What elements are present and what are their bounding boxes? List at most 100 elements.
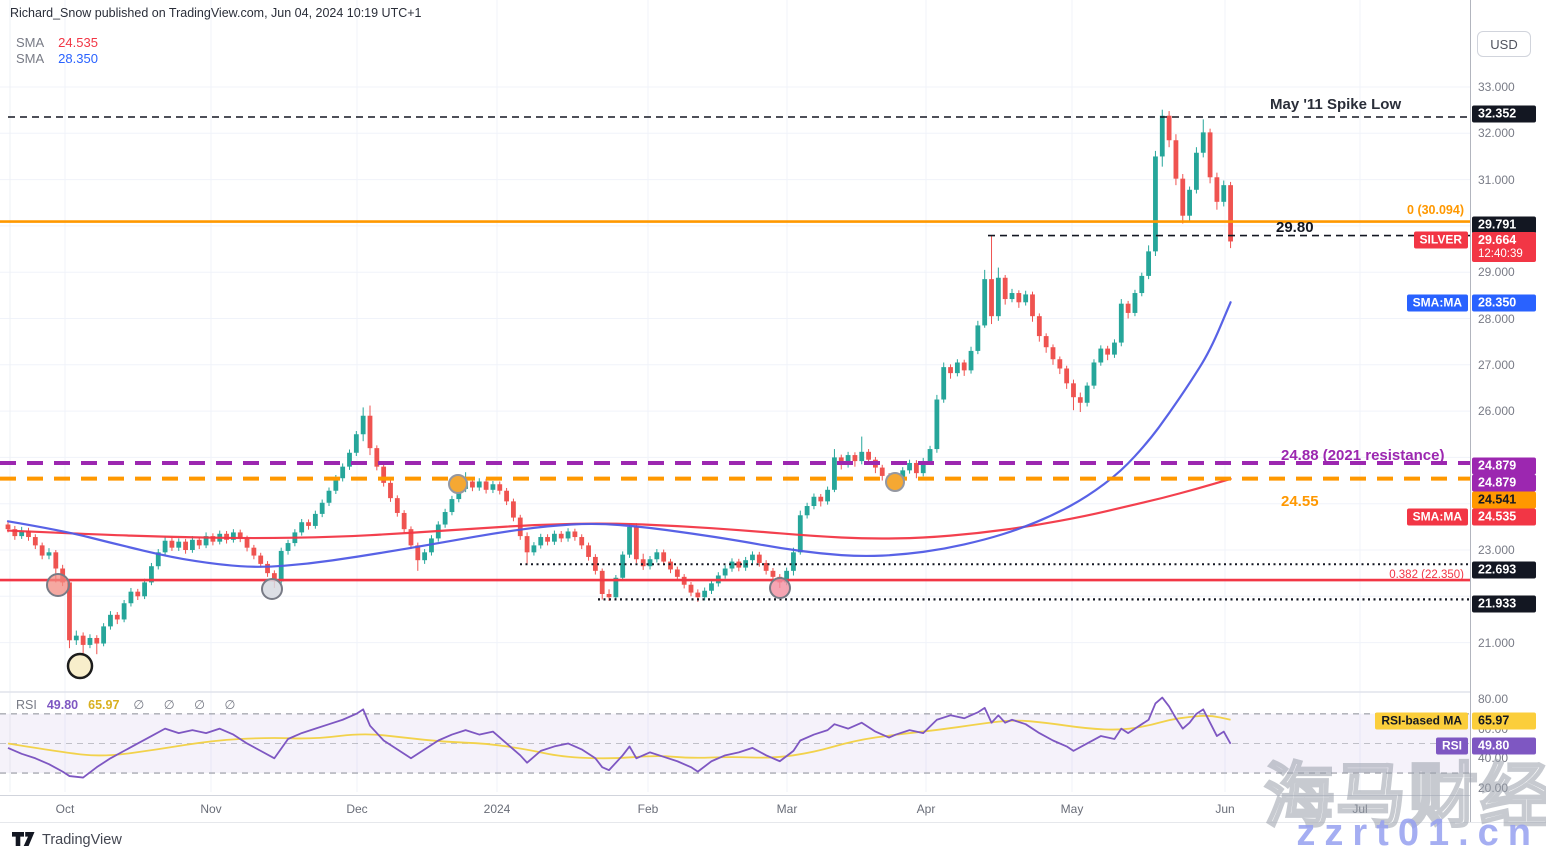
rsi-value: 49.80 bbox=[46, 698, 79, 712]
annotation-24-55[interactable]: 24.55 bbox=[1281, 493, 1319, 510]
candle-body bbox=[770, 570, 776, 577]
tradingview-logo[interactable]: TradingView bbox=[12, 832, 122, 848]
time-tick-apr: Apr bbox=[916, 802, 936, 816]
candle-body bbox=[1118, 303, 1124, 343]
candle-body bbox=[190, 539, 195, 550]
footer-bar: TradingView bbox=[0, 822, 1546, 858]
candle-body bbox=[299, 522, 305, 533]
candle-body bbox=[1214, 177, 1220, 202]
tradingview-brand-text: TradingView bbox=[42, 832, 122, 848]
candle-body bbox=[196, 539, 202, 546]
candle-body bbox=[1221, 185, 1227, 202]
rsi-empty-values: ∅ ∅ ∅ ∅ bbox=[133, 698, 244, 712]
candle-body bbox=[592, 556, 598, 571]
candle-body bbox=[852, 455, 858, 462]
candle-body bbox=[46, 552, 52, 556]
rsi-label: RSI bbox=[16, 698, 37, 712]
candle-body bbox=[941, 367, 947, 400]
series-tag-rsi-based-ma: RSI-based MA bbox=[1375, 712, 1468, 730]
event-circle-1[interactable] bbox=[46, 573, 70, 597]
series-tag-rsi: RSI bbox=[1435, 737, 1468, 755]
legend-sma-slow[interactable]: SMA 28.350 bbox=[16, 51, 98, 66]
event-circle-3[interactable] bbox=[261, 578, 283, 600]
candle-body bbox=[784, 570, 790, 583]
price-tick: 33.000 bbox=[1478, 80, 1515, 94]
rsi-line[interactable] bbox=[7, 696, 1232, 779]
annotation-fib-382[interactable]: 0.382 (22.350) bbox=[1389, 569, 1464, 581]
candle-body bbox=[210, 536, 216, 542]
candle-body bbox=[1146, 251, 1152, 276]
candle-body bbox=[1002, 277, 1008, 300]
sma-fast-value: 24.535 bbox=[58, 35, 98, 50]
chart-canvas[interactable]: May '11 Spike Low 0 (30.094) 29.80 24.88 (2… bbox=[0, 0, 1470, 795]
candle-body bbox=[832, 457, 837, 490]
event-circle-4[interactable] bbox=[448, 474, 468, 494]
candle-body bbox=[879, 467, 885, 476]
candle-body bbox=[1139, 275, 1145, 294]
time-tick-feb: Feb bbox=[637, 802, 659, 816]
candle-body bbox=[572, 531, 578, 538]
candle-body bbox=[845, 455, 851, 465]
axis-price-label: 28.350 bbox=[1472, 294, 1536, 312]
price-tick: 27.000 bbox=[1478, 357, 1515, 372]
sma-fast-label: SMA bbox=[16, 35, 45, 50]
time-tick-mar: Mar bbox=[776, 802, 798, 816]
axis-separator bbox=[1470, 0, 1471, 822]
time-axis[interactable]: Oct Nov Dec 2024 Feb Mar Apr May Jun Jul bbox=[0, 795, 1546, 823]
candle-body bbox=[797, 515, 803, 553]
candle-body bbox=[353, 434, 359, 453]
price-tick: 29.000 bbox=[1478, 265, 1515, 280]
candle-body bbox=[791, 552, 796, 571]
candle-body bbox=[811, 496, 817, 507]
annotation-fib-0[interactable]: 0 (30.094) bbox=[1407, 203, 1464, 217]
candle-body bbox=[401, 512, 407, 530]
candle-body bbox=[422, 552, 428, 561]
candle-body bbox=[374, 448, 380, 467]
annotation-24-88[interactable]: 24.88 (2021 resistance) bbox=[1281, 447, 1444, 464]
event-circle-5[interactable] bbox=[769, 577, 791, 599]
candle-body bbox=[695, 592, 701, 598]
currency-button[interactable]: USD bbox=[1477, 31, 1531, 57]
candle-body bbox=[900, 470, 906, 478]
candle-body bbox=[606, 593, 612, 598]
candle-body bbox=[579, 537, 585, 546]
price-tick: 32.000 bbox=[1478, 126, 1515, 141]
candle-body bbox=[19, 530, 25, 537]
candle-body bbox=[558, 533, 564, 539]
candle-body bbox=[538, 537, 544, 546]
price-axis[interactable]: USD 33.000 32.000 31.000 29.000 28.000 27.000… bbox=[1470, 0, 1546, 822]
event-circle-2[interactable] bbox=[66, 652, 94, 680]
candle-body bbox=[67, 582, 72, 641]
candle-body bbox=[633, 526, 639, 560]
candle-body bbox=[319, 502, 325, 514]
candle-body bbox=[989, 279, 994, 317]
watermark-cjk: 海马财经 bbox=[1263, 756, 1546, 837]
overlay-sma-fast[interactable] bbox=[6, 477, 1232, 540]
candle-body bbox=[968, 350, 974, 371]
candle-body bbox=[162, 540, 168, 553]
candle-body bbox=[149, 566, 154, 583]
candle-body bbox=[121, 603, 127, 620]
candle-body bbox=[1159, 115, 1165, 157]
candle-body bbox=[927, 449, 933, 462]
axis-price-label: 65.97 bbox=[1472, 712, 1536, 730]
candle-body bbox=[1057, 359, 1063, 369]
event-circle-6[interactable] bbox=[885, 472, 905, 492]
legend-sma-fast[interactable]: SMA 24.535 bbox=[16, 35, 98, 50]
candle-body bbox=[1173, 140, 1179, 179]
annotation-may11-spike-low[interactable]: May '11 Spike Low bbox=[1270, 96, 1401, 113]
time-tick-nov: Nov bbox=[200, 802, 222, 816]
candle-body bbox=[26, 530, 31, 538]
legend-rsi[interactable]: RSI 49.80 65.97 ∅ ∅ ∅ ∅ bbox=[16, 697, 243, 712]
candle-body bbox=[709, 583, 714, 591]
time-tick-2024: 2024 bbox=[483, 802, 511, 816]
watermark-url: zzrt01.cn bbox=[1296, 812, 1540, 854]
candle-body bbox=[756, 554, 762, 563]
annotation-29-80[interactable]: 29.80 bbox=[1276, 219, 1314, 236]
series-tag-sma-ma: SMA:MA bbox=[1406, 294, 1468, 312]
candle-body bbox=[1071, 383, 1076, 398]
candle-body bbox=[333, 478, 339, 491]
time-tick-oct: Oct bbox=[55, 802, 75, 816]
candle-body bbox=[586, 545, 591, 557]
candle-body bbox=[975, 325, 981, 351]
